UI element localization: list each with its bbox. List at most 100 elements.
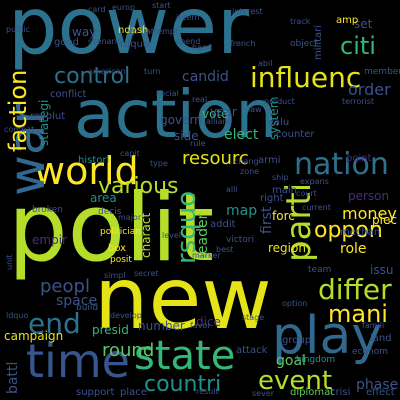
- word-play: play: [272, 306, 383, 366]
- word-faction: faction: [4, 69, 32, 152]
- word-forc: forc: [272, 209, 295, 223]
- word-famili: famili: [362, 321, 385, 330]
- word-court: court: [296, 189, 317, 198]
- word-capit: capit: [120, 149, 140, 158]
- word-map: map: [226, 203, 258, 219]
- word-econom: econom: [352, 347, 388, 357]
- word-peopl: peopl: [40, 276, 90, 297]
- word-place: place: [120, 387, 147, 398]
- word-ship: ship: [272, 173, 289, 182]
- word-oppon: oppon: [314, 218, 383, 243]
- word-decis: decis: [98, 207, 122, 217]
- word-world: world: [34, 149, 139, 193]
- word-ldquo: ldquo: [6, 311, 29, 320]
- word-space: space: [56, 293, 98, 309]
- word-object: object: [290, 39, 318, 49]
- word-best: best: [216, 245, 234, 254]
- word-type: type: [150, 159, 168, 168]
- word-combat: combat: [4, 125, 35, 134]
- word-revolut: revolut: [30, 111, 66, 122]
- word-scenario: scenario: [88, 37, 122, 46]
- word-marker: marker: [192, 251, 221, 260]
- word-ndash: ndash: [118, 25, 149, 36]
- word-phase: phase: [356, 377, 399, 393]
- word-candid: candid: [182, 69, 229, 85]
- word-real: real: [192, 95, 208, 104]
- word-major: major: [118, 213, 142, 222]
- word-terrorist: terrorist: [342, 97, 375, 106]
- word-valu: valu: [268, 117, 290, 128]
- word-level: level: [162, 231, 182, 240]
- word-addit: addit: [210, 219, 236, 230]
- word-right: right: [260, 193, 284, 204]
- word-interest: interest: [232, 7, 263, 16]
- word-countri: countri: [144, 372, 222, 397]
- word-control: control: [54, 64, 131, 89]
- word-crisi: crisi: [330, 387, 351, 398]
- word-event: event: [258, 366, 333, 396]
- word-conflict: conflict: [50, 89, 87, 100]
- word-simpl: simpl: [104, 271, 126, 280]
- word-point: point: [346, 153, 372, 164]
- word-round: round: [102, 340, 155, 361]
- word-resourc: resourc: [182, 148, 249, 169]
- word-main: main: [272, 185, 297, 196]
- word-attempt: attempt: [146, 27, 179, 36]
- word-order: order: [348, 80, 391, 99]
- word-vote: vote: [202, 107, 229, 121]
- word-mechan: mechan: [340, 227, 381, 238]
- word-spend: spend: [176, 37, 201, 46]
- word-build: build: [76, 303, 99, 313]
- word-sever: sever: [252, 389, 275, 398]
- word-nation: nation: [294, 147, 389, 182]
- word-secret: secret: [134, 269, 159, 278]
- word-first: first: [259, 206, 275, 234]
- word-member: member: [364, 67, 400, 77]
- word-europ: europ: [112, 3, 136, 12]
- word-result: result: [196, 387, 219, 396]
- word-time: time: [26, 334, 130, 388]
- word-american: american: [88, 67, 126, 76]
- word-public: public: [6, 25, 31, 34]
- word-piec: piec: [372, 213, 397, 227]
- word-effect: effect: [366, 387, 395, 398]
- word-favor: favor: [190, 321, 211, 330]
- word-diplomat: diplomat: [290, 387, 335, 398]
- word-presid: presid: [92, 323, 129, 337]
- word-stage: stage: [242, 313, 265, 322]
- word-dice: dice: [196, 315, 221, 329]
- word-strategi: strategi: [37, 99, 51, 146]
- word-posit: posit: [110, 255, 132, 265]
- word-card: card: [88, 5, 106, 14]
- word-armi: armi: [258, 155, 281, 166]
- word-histori: histori: [78, 155, 110, 166]
- word-politician: politician: [100, 227, 141, 237]
- word-product: product: [264, 97, 295, 106]
- word-mani: mani: [328, 300, 388, 328]
- word-start: start: [152, 1, 171, 10]
- word-allianc: allianc: [206, 117, 232, 126]
- word-support: support: [76, 387, 115, 398]
- word-intern: intern: [176, 13, 200, 22]
- word-region: region: [268, 241, 306, 255]
- word-chang: chang: [234, 157, 259, 166]
- word-social: social: [156, 89, 179, 98]
- word-amp: amp: [336, 15, 359, 26]
- word-elect: elect: [224, 127, 259, 143]
- word-good: good: [54, 37, 79, 48]
- word-hand: hand: [192, 43, 213, 52]
- word-set: set: [354, 17, 373, 31]
- word-french: french: [230, 39, 256, 48]
- word-goal: goal: [276, 353, 306, 369]
- word-role: role: [340, 241, 367, 257]
- word-abil: abil: [258, 59, 273, 68]
- word-empir: empir: [32, 233, 67, 247]
- word-expans: expans: [300, 177, 329, 186]
- word-counter: counter: [276, 129, 315, 140]
- word-kingdom: kingdom: [296, 355, 336, 365]
- word-differ: differ: [318, 273, 392, 306]
- word-govern: govern: [160, 113, 202, 127]
- word-rule: rule: [190, 139, 206, 148]
- word-year: year: [210, 105, 237, 119]
- word-unit-state: unit: [5, 254, 14, 271]
